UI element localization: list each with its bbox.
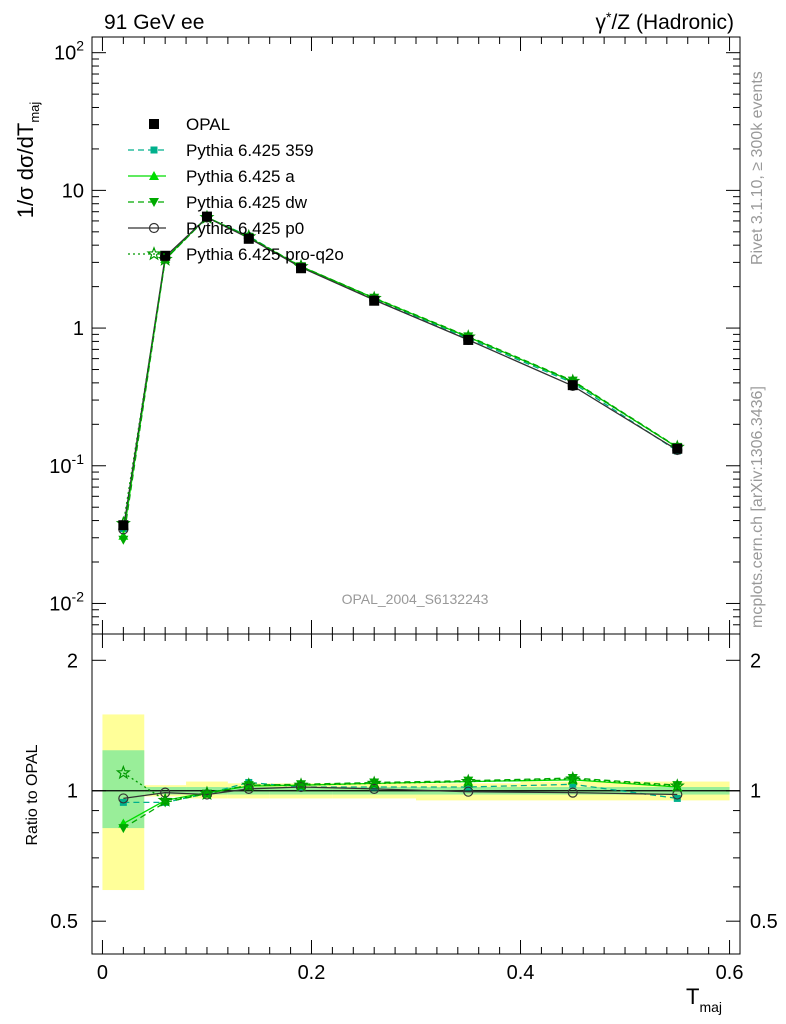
- reference-point-opal: [369, 295, 380, 306]
- legend-marker-p359: [150, 146, 158, 154]
- ratio-point-p0: [201, 789, 213, 800]
- x-tick-label: 0: [97, 962, 108, 984]
- legend-marker-p0: [148, 222, 160, 234]
- y-tick-label-main: 1: [73, 318, 84, 340]
- ratio-point-p0: [369, 783, 380, 794]
- main-panel: 10-2 10-1 1 10 102: [49, 37, 740, 635]
- ratio-point-q2o: [115, 764, 131, 780]
- legend-marker-a: [149, 171, 159, 180]
- ratio-point-p0: [118, 793, 129, 804]
- y-tick-label-ratio: 2: [67, 650, 78, 672]
- ratio-point-q2o: [460, 773, 476, 788]
- series-line-p359: [122, 216, 678, 529]
- series-line-q2o: [122, 216, 678, 524]
- legend-label-p0: Pythia 6.425 p0: [186, 219, 304, 238]
- ratio-point-q2o: [293, 777, 309, 792]
- series-line-p0: [122, 216, 678, 530]
- ratio-panel: 0.5 0.5 1 1 2 2: [50, 634, 778, 954]
- y-tick-label-ratio-right: 0.5: [750, 911, 778, 933]
- legend-marker-q2o: [146, 246, 162, 261]
- reference-point-opal: [160, 250, 171, 261]
- y-tick-label-ratio-right: 1: [750, 781, 761, 803]
- ratio-point-p0: [243, 783, 254, 794]
- ratio-point-q2o: [669, 778, 685, 793]
- legend-label-opal: OPAL: [186, 115, 230, 134]
- reference-point-opal: [463, 334, 474, 345]
- analysis-id: OPAL_2004_S6132243: [342, 591, 489, 607]
- x-axis-title: Tmaj: [686, 984, 722, 1015]
- process-label: γ*/Z (Hadronic): [596, 9, 734, 34]
- ratio-point-p359: [569, 780, 577, 788]
- y-tick-label-main: 10: [62, 180, 84, 202]
- x-tick-label: 0.4: [507, 962, 535, 984]
- legend-label-p359: Pythia 6.425 359: [186, 141, 314, 160]
- reference-point-opal: [201, 211, 212, 222]
- legend-marker-opal: [149, 119, 159, 129]
- reference-point-opal: [672, 443, 683, 454]
- reference-point-opal: [243, 233, 254, 244]
- rivet-label: Rivet 3.1.10, ≥ 300k events: [749, 71, 766, 265]
- y-axis-title-main: 1/σ dσ/dTmaj: [13, 102, 42, 219]
- y-tick-label-main: 10-2: [49, 588, 84, 615]
- legend-label-a: Pythia 6.425 a: [186, 167, 295, 186]
- y-tick-label-main: 10-1: [49, 451, 84, 478]
- ratio-point-p359: [673, 794, 681, 802]
- ratio-point-q2o: [366, 775, 382, 790]
- ratio-panel-frame: [91, 633, 741, 955]
- series-line-a: [122, 216, 678, 536]
- ratio-point-q2o: [565, 770, 581, 786]
- ratio-point-q2o: [199, 785, 215, 801]
- ratio-point-q2o: [241, 777, 257, 792]
- legend-label-dw: Pythia 6.425 dw: [186, 193, 308, 212]
- y-axis-title-ratio: Ratio to OPAL: [24, 744, 41, 845]
- ratio-point-p0: [295, 781, 307, 793]
- ratio-point-p0: [567, 787, 578, 798]
- ratio-point-dw: [296, 780, 307, 790]
- y-tick-label-ratio-right: 2: [750, 650, 761, 672]
- ratio-point-q2o: [157, 792, 173, 807]
- series-line-dw: [122, 216, 678, 540]
- ratio-point-p0: [160, 787, 171, 798]
- reference-point-opal: [567, 380, 578, 391]
- ratio-point-p0: [672, 789, 683, 800]
- x-tick-label: 0.6: [716, 962, 744, 984]
- reference-point-opal: [118, 520, 129, 531]
- legend-label-q2o: Pythia 6.425 pro-q2o: [186, 245, 344, 264]
- y-tick-label-ratio: 0.5: [50, 911, 78, 933]
- ratio-point-dw: [118, 824, 129, 834]
- series-point-dw: [118, 535, 129, 545]
- ratio-band-inner: [102, 750, 145, 829]
- ratio-point-p0: [463, 786, 474, 797]
- ratio-line-p0: [123, 786, 678, 800]
- reference-point-opal: [296, 263, 307, 274]
- legend: OPAL Pythia 6.425 359 Pythia 6.425 a Pythia…: [128, 115, 344, 264]
- y-tick-label-ratio: 1: [67, 781, 78, 803]
- legend-marker-dw: [149, 198, 159, 207]
- ratio-line-dw: [123, 777, 678, 829]
- mcplots-label: mcplots.cern.ch [arXiv:1306.3436]: [749, 386, 766, 628]
- energy-label: 91 GeV ee: [104, 11, 204, 34]
- x-tick-label: 0.2: [298, 962, 326, 984]
- y-tick-label-main: 102: [54, 38, 84, 65]
